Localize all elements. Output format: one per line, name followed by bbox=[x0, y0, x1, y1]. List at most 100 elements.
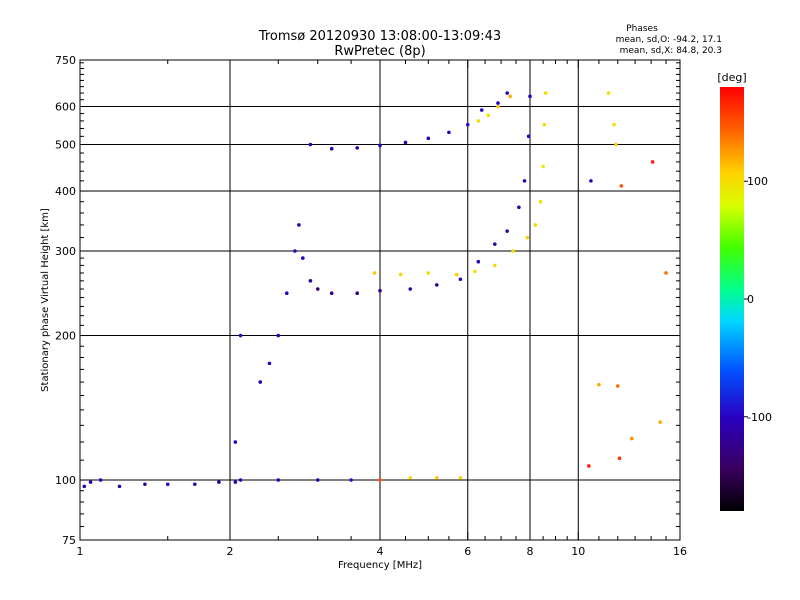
x-tick-label: 10 bbox=[571, 545, 585, 558]
data-point bbox=[496, 101, 500, 105]
colorbar-tick-label: -100 bbox=[747, 411, 772, 424]
data-point bbox=[315, 478, 320, 482]
y-tick-label: 300 bbox=[55, 245, 76, 258]
data-point bbox=[528, 94, 532, 99]
y-tick-label: 75 bbox=[62, 534, 76, 547]
data-point bbox=[617, 456, 622, 461]
data-point bbox=[117, 484, 122, 489]
x-ticks: 1 2 4 6 8 10 16 bbox=[77, 60, 687, 558]
data-point bbox=[238, 478, 243, 482]
data-point bbox=[233, 480, 238, 484]
data-points bbox=[82, 91, 668, 489]
data-point bbox=[267, 361, 272, 366]
data-point bbox=[476, 119, 481, 123]
x-axis-label: Frequency [MHz] bbox=[338, 560, 422, 571]
data-point bbox=[301, 256, 305, 260]
data-point bbox=[372, 271, 377, 275]
chart-subtitle: RwPretec (8p) bbox=[334, 44, 425, 59]
data-point bbox=[597, 382, 601, 387]
data-point bbox=[355, 291, 359, 296]
x-tick-label: 8 bbox=[527, 545, 534, 558]
data-point bbox=[447, 130, 451, 135]
data-point bbox=[486, 113, 491, 118]
data-point bbox=[543, 91, 548, 95]
data-point bbox=[542, 122, 547, 127]
data-point bbox=[378, 478, 382, 482]
y-tick-label: 200 bbox=[55, 330, 76, 343]
data-point bbox=[496, 104, 500, 109]
x-tick-label: 16 bbox=[673, 545, 687, 558]
data-point bbox=[276, 333, 281, 338]
data-point bbox=[629, 436, 634, 441]
x-tick-label: 2 bbox=[227, 545, 234, 558]
data-point bbox=[508, 94, 512, 99]
data-point bbox=[505, 229, 509, 233]
x-tick-label: 1 bbox=[77, 545, 84, 558]
x-tick-label: 6 bbox=[464, 545, 471, 558]
data-point bbox=[349, 478, 353, 482]
data-point bbox=[408, 287, 413, 291]
x-tick-label: 4 bbox=[377, 545, 384, 558]
data-point bbox=[526, 134, 531, 139]
data-point bbox=[293, 249, 297, 253]
data-point bbox=[284, 291, 289, 296]
data-point bbox=[193, 482, 197, 487]
data-point bbox=[276, 478, 281, 482]
data-point bbox=[522, 179, 527, 183]
data-point bbox=[165, 482, 170, 487]
colorbar-ticks: 100 0 -100 bbox=[744, 175, 772, 424]
data-point bbox=[650, 160, 655, 164]
colorbar bbox=[720, 87, 744, 511]
data-point bbox=[434, 476, 439, 480]
data-point bbox=[517, 205, 521, 210]
data-point bbox=[476, 259, 481, 264]
data-point bbox=[378, 288, 382, 293]
colorbar-tick-label: 100 bbox=[747, 175, 768, 188]
data-point bbox=[315, 287, 320, 291]
colorbar-label: [deg] bbox=[717, 71, 746, 84]
data-point bbox=[378, 143, 382, 148]
y-tick-label: 600 bbox=[55, 101, 76, 114]
data-point bbox=[511, 249, 515, 253]
y-tick-label: 500 bbox=[55, 139, 76, 152]
data-point bbox=[473, 269, 477, 274]
data-point bbox=[426, 136, 431, 141]
data-point bbox=[434, 283, 439, 287]
data-point bbox=[614, 142, 618, 147]
data-point bbox=[329, 146, 334, 151]
chart-title: Tromsø 20120930 13:08:00-13:09:43 bbox=[258, 29, 501, 44]
stats-line-x: mean, sd,X: 84.8, 20.3 bbox=[620, 46, 722, 56]
data-point bbox=[465, 122, 470, 127]
data-point bbox=[308, 142, 313, 147]
data-point bbox=[143, 482, 147, 487]
stats-header: Phases bbox=[626, 24, 658, 34]
data-point bbox=[308, 279, 313, 283]
data-point bbox=[619, 184, 624, 188]
data-point bbox=[297, 223, 301, 227]
data-point bbox=[606, 91, 611, 95]
data-point bbox=[533, 223, 538, 227]
data-point bbox=[82, 484, 87, 489]
data-point bbox=[217, 480, 221, 484]
data-point bbox=[612, 122, 616, 127]
grid-lines bbox=[80, 60, 680, 540]
data-point bbox=[658, 420, 662, 424]
y-ticks: 75 100 200 300 400 500 600 750 bbox=[55, 54, 680, 547]
y-tick-label: 100 bbox=[55, 474, 76, 487]
data-point bbox=[615, 384, 620, 388]
data-point bbox=[587, 464, 591, 468]
data-point bbox=[493, 263, 497, 268]
data-point bbox=[541, 164, 545, 169]
data-point bbox=[355, 146, 359, 150]
data-point bbox=[88, 480, 93, 484]
data-point bbox=[538, 199, 543, 204]
data-point bbox=[238, 333, 243, 338]
data-point bbox=[664, 271, 668, 275]
data-point bbox=[458, 277, 463, 282]
data-point bbox=[98, 478, 103, 482]
colorbar-tick-label: 0 bbox=[747, 293, 754, 306]
data-point bbox=[233, 440, 238, 444]
data-point bbox=[589, 179, 593, 183]
y-tick-label: 750 bbox=[55, 54, 76, 67]
